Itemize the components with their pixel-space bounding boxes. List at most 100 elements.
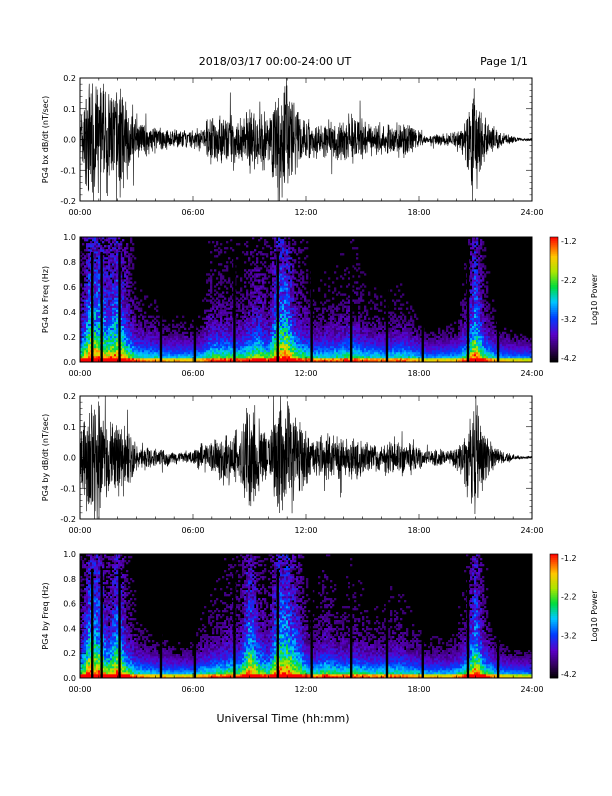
spectrogram-cell (258, 352, 260, 354)
spectrogram-cell (346, 352, 348, 354)
spectrogram-cell (82, 314, 84, 316)
spectrogram-cell (132, 336, 134, 338)
spectrogram-cell (320, 348, 322, 350)
spectrogram-cell (284, 300, 286, 302)
spectrogram-cell (346, 302, 348, 304)
spectrogram-cell (200, 356, 202, 358)
spectrogram-cell (236, 297, 238, 299)
spectrogram-cell (98, 289, 100, 291)
spectrogram-cell (286, 279, 288, 281)
spectrogram-cell (130, 346, 132, 348)
spectrogram-cell (252, 316, 254, 318)
spectrogram-cell (292, 291, 294, 293)
spectrogram-cell (110, 342, 112, 344)
spectrogram-cell (354, 352, 356, 354)
spectrogram-cell (268, 318, 270, 320)
spectrogram-cell (334, 308, 336, 310)
spectrogram-cell (244, 330, 246, 332)
spectrogram-cell (344, 356, 346, 358)
spectrogram-cell (226, 336, 228, 338)
spectrogram-cell (240, 287, 242, 289)
spectrogram-cell (268, 306, 270, 308)
spectrogram-cell (152, 352, 154, 354)
spectrogram-cell (226, 342, 228, 344)
spectrogram-cell (88, 302, 90, 304)
spectrogram-cell (116, 308, 118, 310)
spectrogram-cell (128, 332, 130, 334)
spectrogram-cell (254, 300, 256, 302)
spectrogram-cell (306, 344, 308, 346)
spectrogram-cell (260, 279, 262, 281)
spectrogram-cell (104, 322, 106, 324)
spectrogram-cell (172, 334, 174, 336)
spectrogram-cell (98, 346, 100, 348)
spectrogram-cell (178, 346, 180, 348)
spectrogram-cell (214, 269, 216, 271)
spectrogram-cell (294, 348, 296, 350)
spectrogram-cell (328, 308, 330, 310)
spectrogram-cell (210, 318, 212, 320)
spectrogram-cell (320, 320, 322, 322)
spectrogram-cell (280, 277, 282, 279)
spectrogram-cell (96, 275, 98, 277)
spectrogram-cell (218, 348, 220, 350)
spectrogram-cell (226, 302, 228, 304)
spectrogram-cell (206, 332, 208, 334)
spectrogram-cell (220, 308, 222, 310)
spectrogram-cell (230, 306, 232, 308)
spectrogram-cell (294, 326, 296, 328)
spectrogram-cell (316, 332, 318, 334)
spectrogram-cell (274, 314, 276, 316)
spectrogram-cell (226, 344, 228, 346)
spectrogram-cell (180, 350, 182, 352)
spectrogram-cell (308, 358, 310, 360)
spectrogram-cell (202, 352, 204, 354)
spectrogram-cell (236, 330, 238, 332)
spectrogram-cell (116, 245, 118, 247)
spectrogram-cell (136, 324, 138, 326)
spectrogram-cell (272, 271, 274, 273)
spectrogram-cell (336, 336, 338, 338)
spectrogram-cell (250, 253, 252, 255)
spectrogram-cell (142, 336, 144, 338)
spectrogram-cell (320, 326, 322, 328)
spectrogram-cell (108, 281, 110, 283)
spectrogram-cell (182, 346, 184, 348)
spectrogram-cell (104, 271, 106, 273)
spectrogram-cell (112, 263, 114, 265)
spectrogram-cell (292, 342, 294, 344)
spectrogram-cell (168, 350, 170, 352)
spectrogram-cell (156, 348, 158, 350)
spectrogram-cell (136, 297, 138, 299)
spectrogram-cell (330, 318, 332, 320)
spectrogram-cell (274, 306, 276, 308)
spectrogram-cell (104, 318, 106, 320)
spectrogram-cell (252, 348, 254, 350)
spectrogram-cell (134, 346, 136, 348)
spectrogram-cell (82, 334, 84, 336)
spectrogram-cell (268, 269, 270, 271)
spectrogram-cell (260, 356, 262, 358)
spectrogram-cell (88, 338, 90, 340)
spectrogram-cell (240, 340, 242, 342)
spectrogram-cell (242, 332, 244, 334)
spectrogram-cell (96, 308, 98, 310)
spectrogram-cell (274, 287, 276, 289)
spectrogram-cell (200, 330, 202, 332)
spectrogram-cell (144, 356, 146, 358)
spectrogram-cell (106, 251, 108, 253)
spectrogram-cell (344, 338, 346, 340)
spectrogram-cell (116, 324, 118, 326)
spectrogram-cell (228, 279, 230, 281)
spectrogram-cell (282, 300, 284, 302)
spectrogram-cell (296, 293, 298, 295)
spectrogram-cell (126, 283, 128, 285)
spectrogram-cell (86, 263, 88, 265)
spectrogram-cell (272, 261, 274, 263)
spectrogram-cell (346, 330, 348, 332)
spectrogram-cell (130, 336, 132, 338)
spectrogram-cell (204, 334, 206, 336)
spectrogram-cell (240, 302, 242, 304)
spectrogram-cell (140, 300, 142, 302)
spectrogram-cell (286, 322, 288, 324)
